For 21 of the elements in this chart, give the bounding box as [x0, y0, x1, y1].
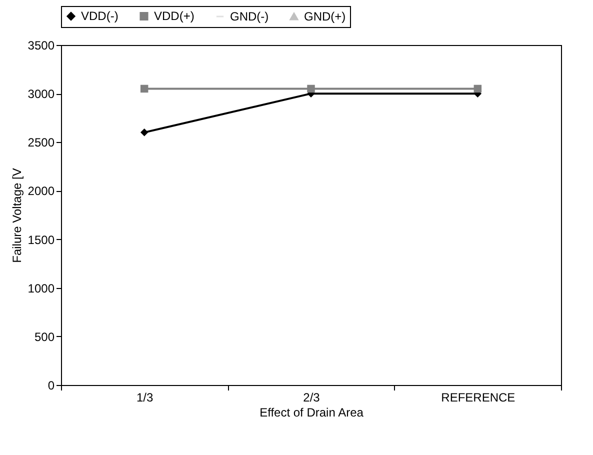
x-tick-label: 1/3 [136, 390, 154, 404]
x-tick-label: REFERENCE [441, 390, 516, 404]
y-tick-label: 0 [48, 378, 55, 392]
point [140, 128, 148, 136]
y-tick-label: 3000 [28, 87, 55, 102]
y-tick-label: 1000 [28, 281, 55, 296]
legend-label: GND(+) [304, 9, 346, 24]
point [474, 84, 482, 93]
legend-label: VDD(+) [154, 9, 194, 24]
y-tick-label: 2500 [28, 136, 55, 150]
point [307, 84, 315, 93]
y-tick-label: 2000 [28, 184, 55, 198]
y-tick-label: 500 [34, 330, 55, 344]
y-tick-label: 1500 [28, 232, 55, 247]
y-tick-label: 3500 [28, 38, 55, 52]
x-axis-title: Effect of Drain Area [260, 406, 364, 420]
legend-label: VDD(-) [81, 9, 118, 24]
point [140, 84, 148, 93]
legend-label: GND(-) [230, 10, 269, 24]
y-axis-title: Failure Voltage [V [10, 168, 24, 263]
x-tick-label: 2/3 [303, 390, 320, 404]
